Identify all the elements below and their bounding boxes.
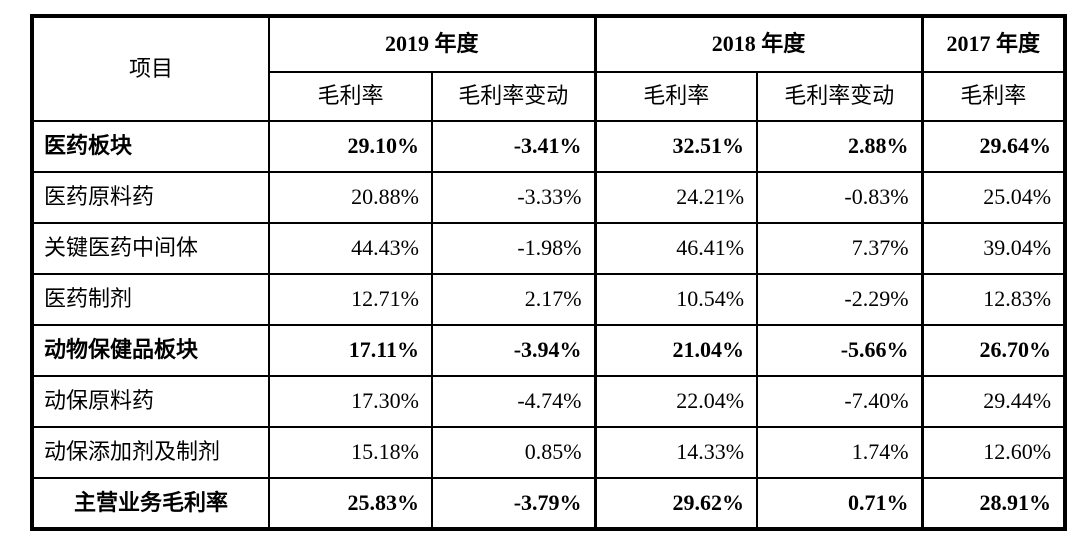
table-row-animal-additives: 动保添加剂及制剂 15.18% 0.85% 14.33% 1.74% 12.60… <box>31 426 1067 479</box>
cell-2017-margin: 29.64% <box>920 120 1067 173</box>
cell-2019-margin: 17.11% <box>268 324 433 377</box>
cell-2018-margin: 14.33% <box>593 426 759 479</box>
cell-2019-change: 0.85% <box>430 426 597 479</box>
cell-2019-margin: 12.71% <box>268 273 433 326</box>
cell-2018-margin: 32.51% <box>593 120 759 173</box>
cell-2018-change: 7.37% <box>756 222 924 275</box>
column-header-2019-change: 毛利率变动 <box>430 71 597 122</box>
column-group-2017: 2017 年度 <box>920 15 1067 73</box>
cell-2019-change: -1.98% <box>430 222 597 275</box>
cell-2018-change: -2.29% <box>756 273 924 326</box>
table-header: 项目 2019 年度 2018 年度 2017 年度 毛利率 毛利率变动 毛利率… <box>31 15 1067 122</box>
cell-2018-change: 1.74% <box>756 426 924 479</box>
row-label: 动保添加剂及制剂 <box>31 426 270 479</box>
column-header-2019-margin: 毛利率 <box>268 71 433 122</box>
header-year-row: 项目 2019 年度 2018 年度 2017 年度 <box>31 15 1067 122</box>
cell-2017-margin: 39.04% <box>920 222 1067 275</box>
cell-2018-change: -7.40% <box>756 375 924 428</box>
cell-2018-margin: 10.54% <box>593 273 759 326</box>
cell-2018-change: 2.88% <box>756 120 924 173</box>
cell-2018-change: 0.71% <box>756 477 924 530</box>
cell-2018-margin: 22.04% <box>593 375 759 428</box>
row-label: 医药板块 <box>31 120 270 173</box>
row-label: 医药制剂 <box>31 273 270 326</box>
cell-2017-margin: 12.60% <box>920 426 1067 479</box>
cell-2017-margin: 28.91% <box>920 477 1067 530</box>
cell-2019-change: 2.17% <box>430 273 597 326</box>
cell-2019-change: -4.74% <box>430 375 597 428</box>
cell-2019-change: -3.94% <box>430 324 597 377</box>
cell-2017-margin: 25.04% <box>920 171 1067 224</box>
table-row-pharma-preparations: 医药制剂 12.71% 2.17% 10.54% -2.29% 12.83% <box>31 273 1067 326</box>
cell-2019-margin: 17.30% <box>268 375 433 428</box>
cell-2018-margin: 24.21% <box>593 171 759 224</box>
cell-2019-margin: 25.83% <box>268 477 433 530</box>
row-label: 主营业务毛利率 <box>31 477 270 530</box>
table-row-animal-api: 动保原料药 17.30% -4.74% 22.04% -7.40% 29.44% <box>31 375 1067 428</box>
cell-2019-margin: 20.88% <box>268 171 433 224</box>
cell-2019-margin: 29.10% <box>268 120 433 173</box>
column-group-2019: 2019 年度 <box>267 15 597 73</box>
cell-2018-margin: 21.04% <box>593 324 759 377</box>
column-header-2017-margin: 毛利率 <box>920 71 1067 122</box>
cell-2018-margin: 46.41% <box>593 222 759 275</box>
cell-2019-margin: 15.18% <box>268 426 433 479</box>
cell-2018-change: -5.66% <box>756 324 924 377</box>
header-metric-row: 毛利率 毛利率变动 毛利率 毛利率变动 毛利率 <box>32 71 1067 122</box>
row-label: 动保原料药 <box>31 375 270 428</box>
cell-2019-change: -3.41% <box>430 120 597 173</box>
cell-2017-margin: 12.83% <box>920 273 1067 326</box>
table-row-pharma-api: 医药原料药 20.88% -3.33% 24.21% -0.83% 25.04% <box>31 171 1067 224</box>
column-group-2018: 2018 年度 <box>593 15 924 73</box>
table-row-key-intermediates: 关键医药中间体 44.43% -1.98% 46.41% 7.37% 39.04… <box>31 222 1067 275</box>
cell-2017-margin: 29.44% <box>920 375 1067 428</box>
row-label: 动物保健品板块 <box>31 324 270 377</box>
column-header-item: 项目 <box>31 15 270 122</box>
table-row-pharma-segment: 医药板块 29.10% -3.41% 32.51% 2.88% 29.64% <box>31 120 1067 173</box>
row-label: 医药原料药 <box>31 171 270 224</box>
cell-2019-margin: 44.43% <box>268 222 433 275</box>
cell-2019-change: -3.33% <box>430 171 597 224</box>
cell-2019-change: -3.79% <box>430 477 597 530</box>
table-row-main-business-total: 主营业务毛利率 25.83% -3.79% 29.62% 0.71% 28.91… <box>31 477 1067 530</box>
column-header-2018-margin: 毛利率 <box>593 71 759 122</box>
table-row-animal-health-segment: 动物保健品板块 17.11% -3.94% 21.04% -5.66% 26.7… <box>31 324 1067 377</box>
gross-margin-table: 项目 2019 年度 2018 年度 2017 年度 毛利率 毛利率变动 毛利率… <box>30 14 1068 531</box>
cell-2018-change: -0.83% <box>756 171 924 224</box>
cell-2017-margin: 26.70% <box>920 324 1067 377</box>
table-body: 医药板块 29.10% -3.41% 32.51% 2.88% 29.64% 医… <box>31 120 1067 530</box>
cell-2018-margin: 29.62% <box>593 477 759 530</box>
row-label: 关键医药中间体 <box>31 222 270 275</box>
column-header-2018-change: 毛利率变动 <box>756 71 924 122</box>
